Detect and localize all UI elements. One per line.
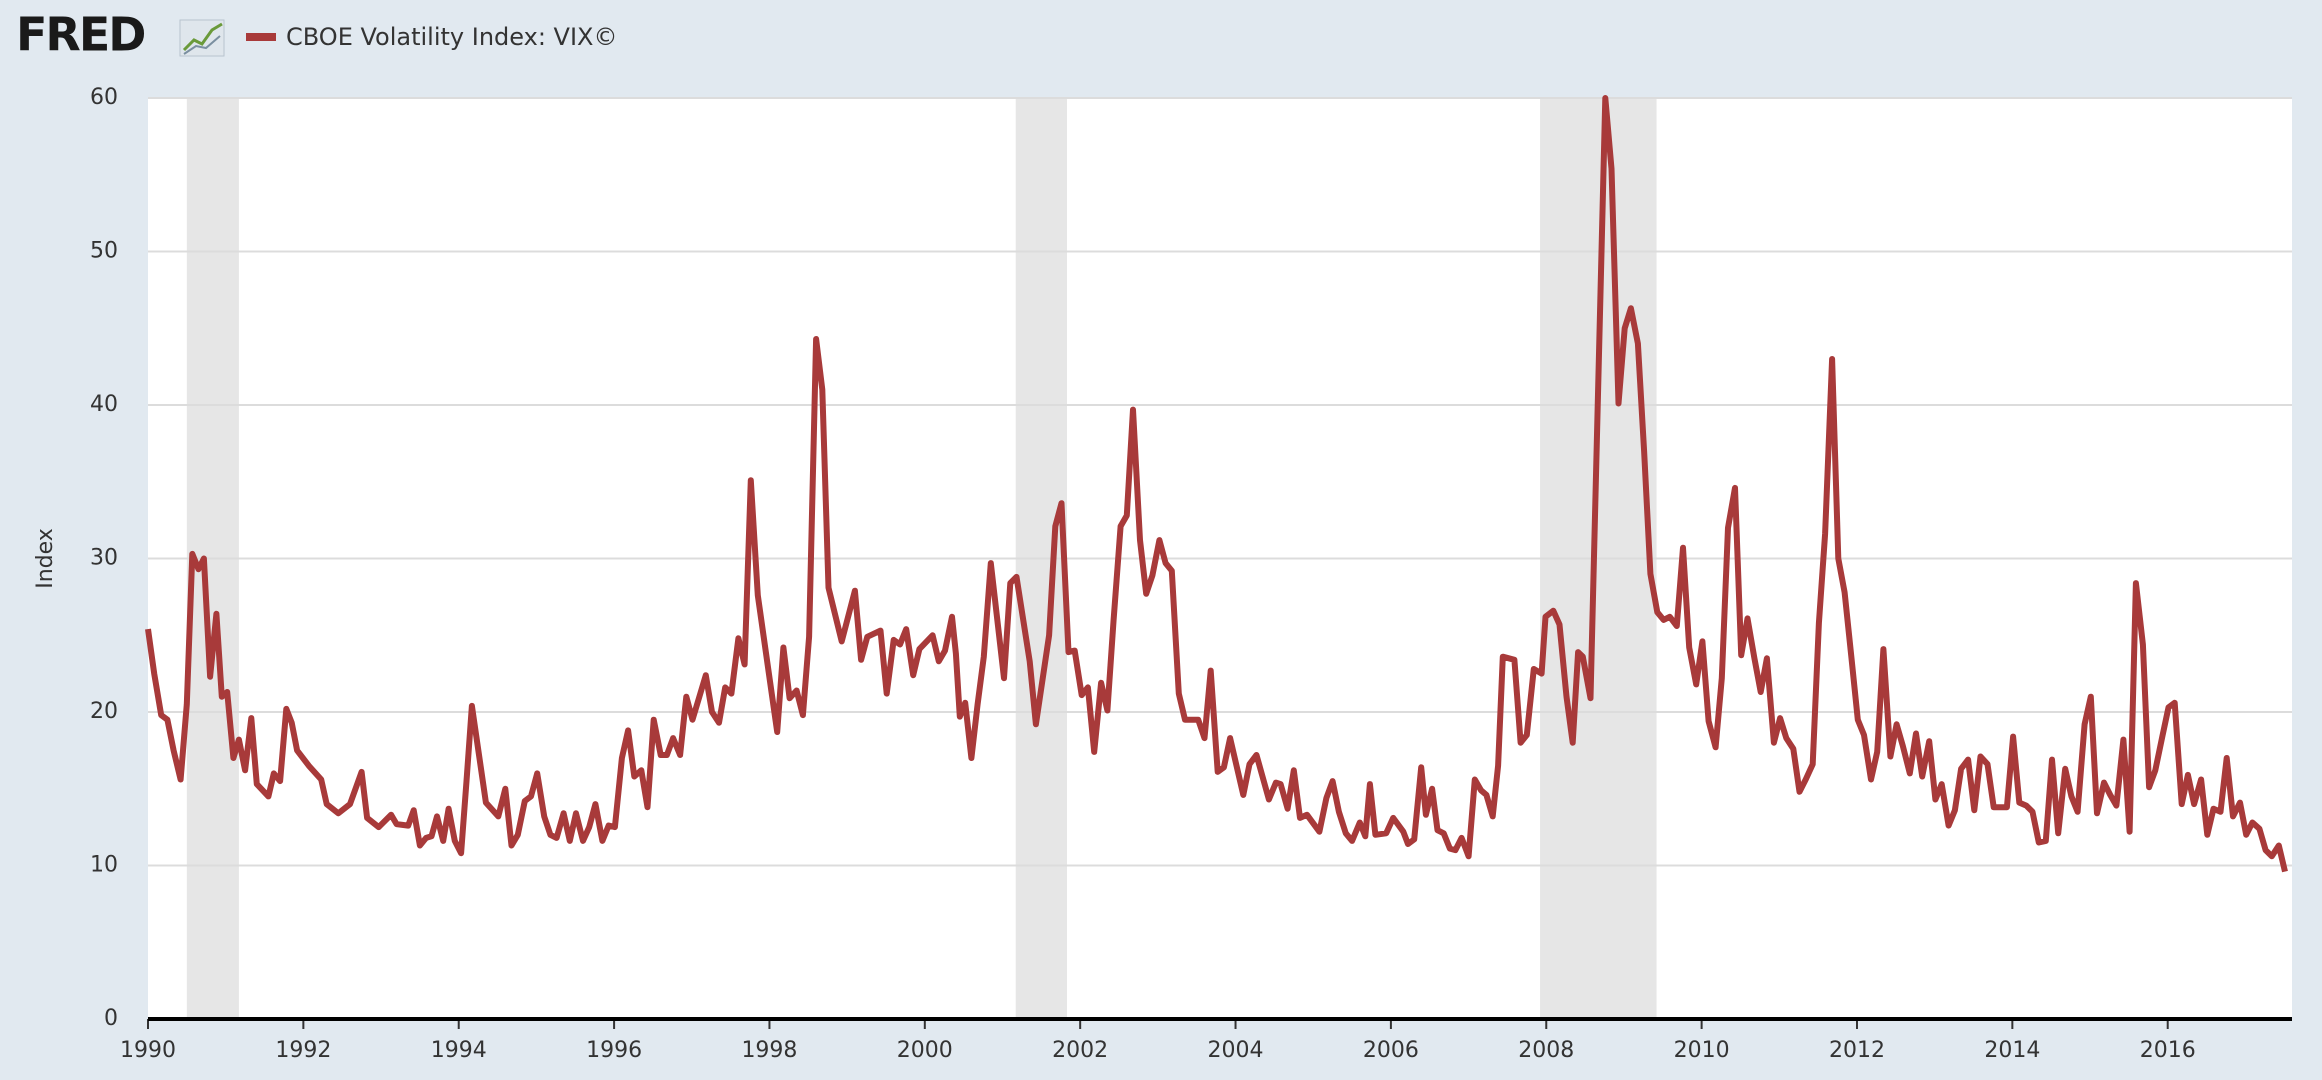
y-tick-label: 50 <box>90 239 118 264</box>
x-tick-label: 1992 <box>275 1038 331 1063</box>
series-line <box>145 95 2288 873</box>
x-tick-label: 2012 <box>1829 1038 1885 1063</box>
x-tick-label: 1990 <box>120 1038 176 1063</box>
x-tick-label: 1994 <box>431 1038 487 1063</box>
x-tick-label: 1996 <box>586 1038 642 1063</box>
logo-icon <box>179 19 225 57</box>
x-tick-label: 2000 <box>897 1038 953 1063</box>
x-tick-label: 2010 <box>1674 1038 1730 1063</box>
x-tick-label: 2004 <box>1208 1038 1264 1063</box>
y-axis-label: Index <box>33 528 58 589</box>
y-tick-label: 60 <box>90 85 118 110</box>
legend-label: CBOE Volatility Index: VIX© <box>286 23 617 51</box>
x-tick-label: 2008 <box>1518 1038 1574 1063</box>
x-tick-label: 2002 <box>1052 1038 1108 1063</box>
x-tick-label: 2016 <box>2140 1038 2196 1063</box>
x-tick-label: 2014 <box>1984 1038 2040 1063</box>
y-tick-label: 20 <box>90 699 118 724</box>
y-tick-label: 40 <box>90 392 118 417</box>
y-tick-label: 10 <box>90 853 118 878</box>
x-tick-label: 1998 <box>741 1038 797 1063</box>
brand-logo: FRED <box>16 8 144 62</box>
y-tick-label: 30 <box>90 546 118 571</box>
y-tick-label: 0 <box>104 1006 118 1031</box>
x-tick-label: 2006 <box>1363 1038 1419 1063</box>
